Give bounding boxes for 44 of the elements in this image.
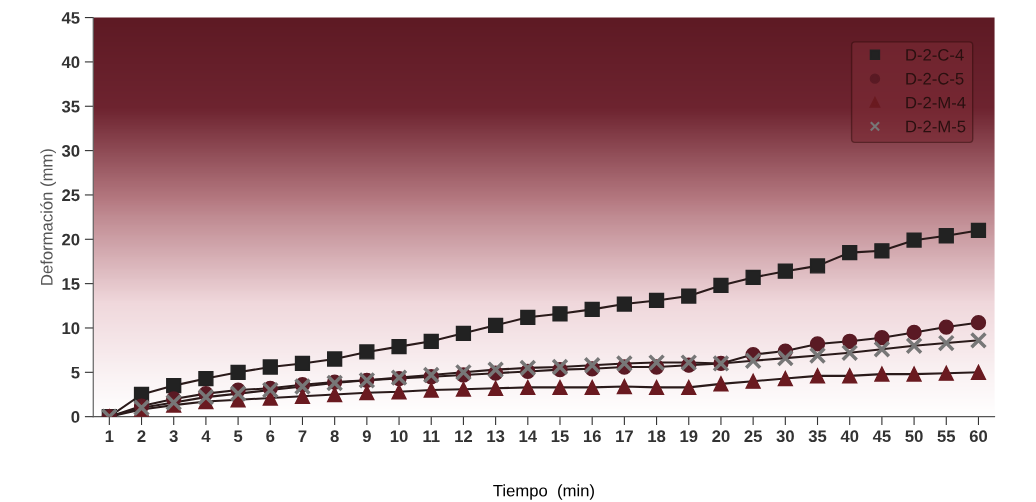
x-tick-label: 4	[201, 430, 211, 442]
x-tick-label: 10	[390, 430, 408, 443]
y-tick-label: 20	[62, 233, 80, 246]
x-tick-label: 30	[776, 430, 794, 443]
y-tick-label: 15	[62, 278, 80, 290]
x-tick-label: 2	[137, 430, 146, 442]
x-tick-label: 5	[233, 430, 243, 443]
y-tick-label: 0	[71, 411, 80, 423]
x-tick-label: 45	[872, 430, 891, 443]
x-tick-label: 17	[616, 430, 633, 442]
x-tick-label: 18	[648, 430, 666, 443]
x-tick-label: 15	[551, 430, 569, 443]
y-axis-title: Deformación (mm)	[40, 149, 56, 285]
y-tick-label: 5	[71, 366, 80, 379]
x-tick-label: 25	[744, 430, 762, 443]
x-tick-label: 9	[362, 430, 371, 443]
x-tick-label: 14	[519, 430, 537, 442]
x-tick-label: 16	[583, 430, 601, 443]
x-tick-label: 6	[266, 430, 275, 443]
y-tick-label: 30	[61, 145, 80, 157]
x-axis-title: Tiempo (min)	[493, 484, 594, 500]
x-tick-label: 35	[808, 430, 827, 443]
y-tick-label: 40	[61, 56, 80, 69]
x-tick-label: 55	[937, 430, 956, 443]
x-tick-label: 1	[105, 430, 114, 442]
y-tick-label: 45	[61, 12, 80, 24]
y-tick-label: 10	[62, 322, 80, 335]
y-tick-label: 35	[61, 100, 80, 113]
x-tick-label: 60	[969, 430, 988, 443]
x-tick-label: 13	[487, 430, 505, 443]
legend-label: D-2-C-5	[906, 72, 964, 85]
x-tick-label: 12	[455, 430, 473, 442]
x-tick-label: 8	[330, 430, 339, 443]
x-tick-label: 20	[712, 430, 730, 443]
x-tick-label: 19	[680, 430, 698, 443]
x-tick-label: 50	[905, 430, 923, 443]
legend-label: D-2-M-4	[906, 96, 966, 109]
x-tick-label: 3	[169, 430, 178, 443]
x-tick-label: 11	[423, 430, 440, 442]
y-tick-label: 25	[62, 189, 80, 202]
x-tick-label: 40	[840, 430, 859, 443]
x-tick-label: 7	[298, 430, 307, 442]
legend-label: D-2-M-5	[906, 120, 966, 133]
legend-label: D-2-C-4	[906, 48, 964, 61]
